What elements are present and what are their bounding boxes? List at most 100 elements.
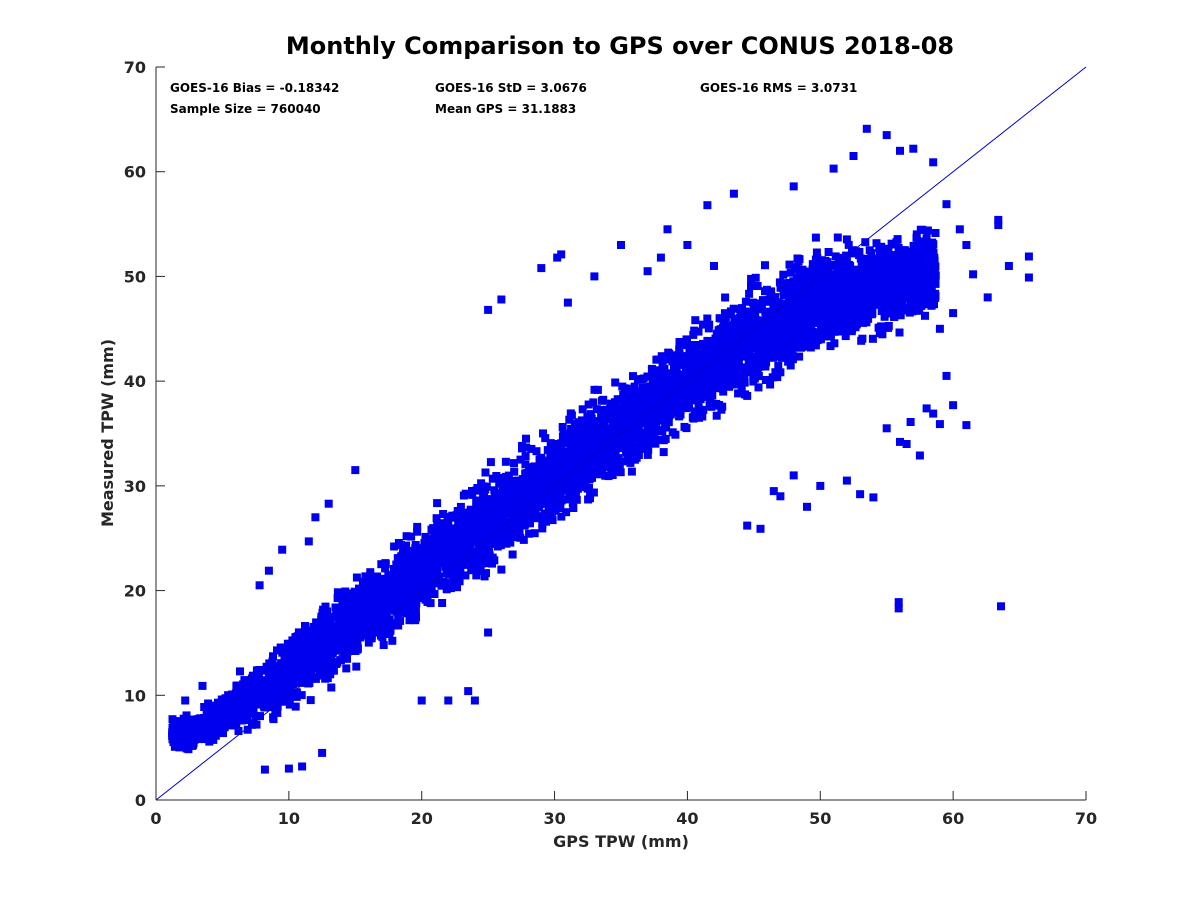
data-point [722, 324, 731, 333]
data-point [482, 569, 490, 578]
data-point [856, 254, 865, 263]
data-point [487, 495, 496, 504]
data-point [683, 395, 692, 404]
data-point [795, 352, 804, 361]
data-point [924, 260, 933, 269]
data-point [425, 562, 434, 571]
data-point [625, 420, 633, 429]
data-point [696, 395, 705, 404]
data-point [718, 357, 727, 366]
data-point [525, 529, 534, 538]
data-point [921, 311, 929, 320]
data-point [586, 494, 594, 503]
data-point [492, 494, 500, 503]
data-point [615, 415, 624, 424]
data-point [433, 499, 442, 508]
data-point [546, 508, 555, 517]
data-point [353, 639, 362, 647]
data-point [712, 358, 720, 367]
data-point [874, 300, 883, 309]
data-point [596, 437, 605, 446]
data-point [634, 451, 643, 459]
data-point [204, 702, 213, 711]
data-point [846, 262, 855, 271]
data-point [753, 341, 762, 350]
data-point [824, 248, 833, 256]
data-point [413, 527, 422, 536]
data-point [734, 389, 743, 398]
data-point [918, 283, 927, 292]
data-point [297, 691, 306, 700]
data-point [274, 666, 283, 675]
data-point [643, 450, 652, 459]
data-point [857, 336, 866, 345]
data-point [684, 385, 693, 394]
data-point [279, 676, 288, 685]
data-point [705, 401, 714, 409]
data-point [421, 548, 429, 557]
data-point [899, 250, 908, 259]
data-point [812, 295, 821, 304]
data-point [741, 297, 750, 306]
data-point [921, 277, 930, 286]
data-point [352, 573, 361, 582]
data-point [297, 678, 306, 687]
data-point [318, 618, 327, 626]
data-point [609, 416, 618, 425]
data-point [857, 314, 866, 323]
data-point [811, 341, 820, 350]
data-point [301, 622, 309, 630]
data-point [481, 468, 490, 477]
data-point [557, 512, 566, 521]
data-point [666, 371, 675, 379]
data-point [715, 314, 724, 323]
data-point [795, 280, 804, 289]
data-point [212, 721, 220, 730]
data-point [905, 263, 914, 272]
data-point [401, 601, 410, 610]
data-point [729, 380, 737, 389]
data-point [886, 261, 895, 270]
data-point [856, 286, 865, 295]
data-point [558, 423, 567, 431]
data-point [705, 320, 714, 329]
data-point [421, 542, 430, 551]
data-point [613, 410, 622, 418]
data-point [675, 406, 684, 415]
data-point [713, 363, 721, 372]
data-point [698, 412, 707, 421]
data-point [694, 399, 703, 408]
data-point [586, 410, 595, 419]
data-point [930, 253, 939, 262]
data-point [772, 302, 781, 311]
data-point [922, 293, 931, 302]
data-point [539, 481, 547, 490]
data-point [634, 400, 643, 409]
data-point [527, 444, 536, 453]
data-point [379, 622, 387, 631]
data-point [604, 406, 613, 415]
data-point [721, 293, 730, 302]
data-point [759, 320, 768, 328]
data-point [638, 432, 647, 441]
data-point [917, 289, 926, 298]
data-point [236, 667, 244, 676]
data-point [644, 445, 653, 454]
data-point [284, 683, 293, 692]
data-point [653, 435, 662, 444]
data-point [539, 429, 547, 438]
data-point [556, 504, 565, 512]
data-point [742, 352, 750, 361]
data-point [755, 299, 764, 308]
data-point [703, 336, 712, 345]
data-point [565, 490, 574, 498]
data-point [208, 715, 217, 724]
data-point [481, 549, 490, 558]
data-point [364, 580, 373, 589]
data-point [751, 273, 760, 282]
data-point [595, 463, 604, 472]
data-point [546, 439, 555, 448]
data-point [527, 494, 536, 502]
data-point [759, 358, 768, 367]
data-point [438, 599, 447, 607]
